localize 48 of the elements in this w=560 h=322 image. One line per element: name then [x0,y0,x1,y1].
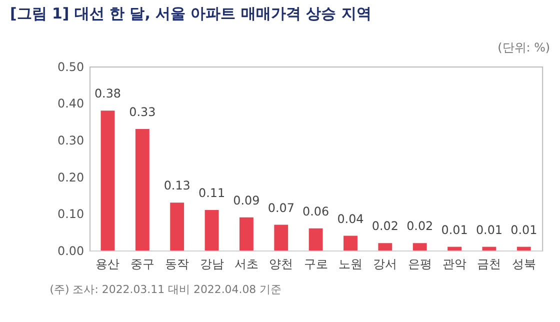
x-tick-label: 서초 [234,256,258,271]
x-tick-label: 강남 [200,256,224,271]
data-label: 0.38 [94,86,121,101]
x-tick-label: 관악 [442,256,467,271]
x-tick-label: 용산 [96,256,120,271]
bar [344,236,358,250]
bar [516,246,531,250]
bar [204,210,219,250]
data-label: 0.06 [302,204,330,218]
bar [135,129,150,250]
data-label: 0.01 [441,222,468,237]
text: (주) 조사: 2022.03.11 대비 2022.04.08 기준 [50,283,282,296]
chart-subtitle: (단위: %) [498,40,550,55]
chart-title: [그림 1] 대선 한 달, 서울 아파트 매매가격 상승 지역 [10,4,372,23]
bar [412,243,427,250]
data-label: 0.11 [198,186,226,200]
data-label: 0.02 [372,219,398,234]
y-tick-label: 0.00 [58,244,84,258]
data-label: 0.04 [337,212,364,226]
bar [378,243,392,250]
x-tick-label: 은평 [408,256,432,271]
data-label: 0.07 [268,200,294,215]
data-label: 0.09 [233,193,260,208]
data-label: 0.02 [406,219,434,234]
x-tick-label: 강서 [373,256,398,271]
bar [448,246,462,250]
data-label: 0.01 [476,222,502,237]
x-tick-label: 성북 [512,256,536,271]
data-label: 0.01 [510,222,538,237]
x-tick-label: 금천 [477,256,502,271]
data-label: 0.33 [129,105,156,120]
x-tick-label: 구로 [304,256,328,271]
x-tick-label: 중구 [130,256,154,271]
bar [482,246,496,250]
x-tick-label: 노원 [338,256,362,271]
y-tick-label: 0.30 [58,134,84,148]
y-tick-label: 0.10 [58,207,84,222]
y-tick-label: 0.40 [58,96,84,111]
y-tick-label: 0.50 [58,60,84,74]
bar [170,202,184,250]
data-label: 0.13 [164,178,190,193]
x-tick-label: 동작 [165,256,190,271]
y-tick-label: 0.20 [58,170,84,184]
bar [100,110,115,250]
bar [308,228,323,250]
bar [239,217,254,250]
x-tick-label: 양천 [269,256,294,271]
bar [274,224,288,250]
